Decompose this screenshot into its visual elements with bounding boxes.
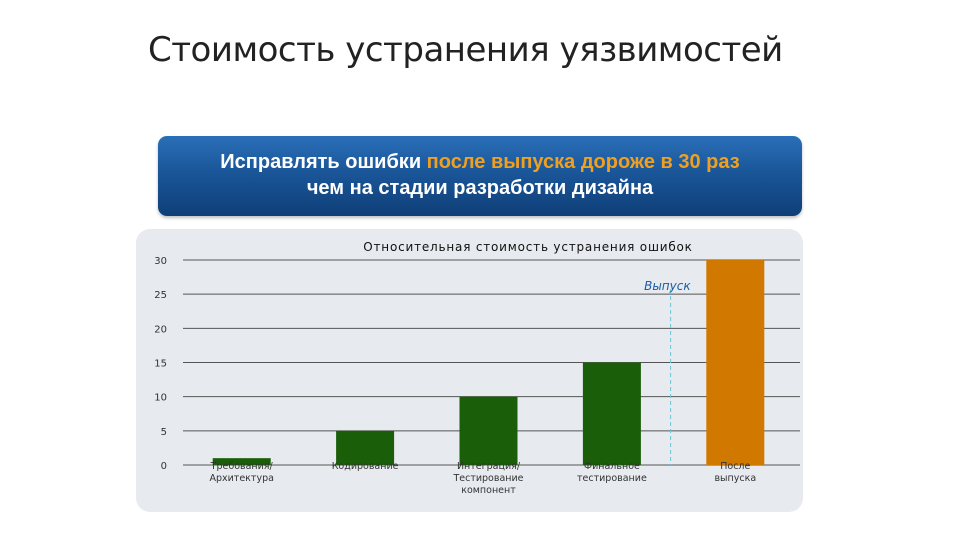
page-title: Стоимость устранения уязвимостей xyxy=(148,30,783,70)
y-tick-label: 10 xyxy=(154,393,167,404)
x-category-label: Интеграция/Тестирование компонент xyxy=(452,461,523,496)
y-tick-label: 30 xyxy=(154,256,167,267)
bar-4 xyxy=(582,362,641,465)
banner-highlight: после выпуска дороже в 30 раз xyxy=(426,151,740,173)
y-tick-label: 5 xyxy=(161,427,167,438)
y-tick-label: 0 xyxy=(161,461,167,472)
x-category-label: Кодирование xyxy=(332,461,399,472)
bar-3 xyxy=(459,396,518,465)
chart-title: Относительная стоимость устранения ошибо… xyxy=(363,240,692,254)
banner-line-2: чем на стадии разработки дизайна xyxy=(306,177,654,199)
headline-banner: Исправлять ошибки после выпуска дороже в… xyxy=(158,136,802,216)
y-tick-label: 15 xyxy=(154,359,167,370)
release-annotation: Выпуск xyxy=(644,279,691,293)
banner-line-1: Исправлять ошибки после выпуска дороже в… xyxy=(158,149,802,175)
x-category-label: После выпуска xyxy=(714,461,756,484)
bar-2 xyxy=(336,430,395,465)
banner-text: Исправлять ошибки xyxy=(220,151,427,173)
y-tick-label: 20 xyxy=(154,324,167,335)
bar-5 xyxy=(706,260,765,465)
bar-chart: 0 5 10 15 20 25 30 Относительная стоимость устр… xyxy=(154,240,800,496)
bar-1 xyxy=(212,458,271,465)
x-category-label: Финальное тестирование xyxy=(577,461,647,484)
chart-panel: 0 5 10 15 20 25 30 Относительная стоимость устр… xyxy=(136,229,803,512)
x-category-label: Требования/Архитектура xyxy=(209,461,273,484)
y-tick-label: 25 xyxy=(154,290,167,301)
